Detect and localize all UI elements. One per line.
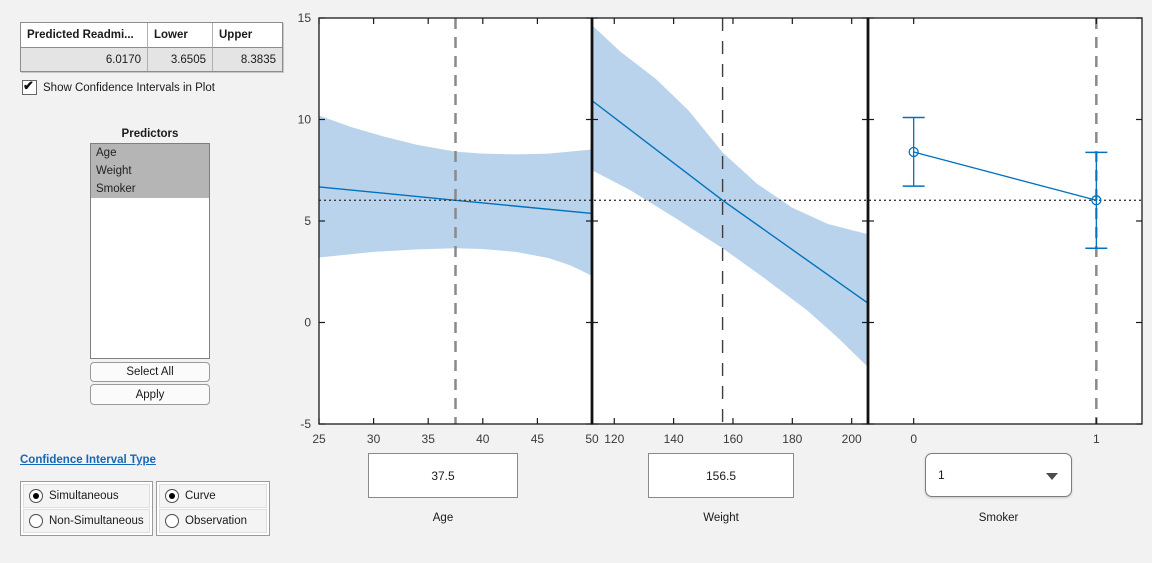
x-tick-label: 45 [531, 432, 545, 446]
x-tick-label: 50 [585, 432, 599, 446]
show-ci-label: Show Confidence Intervals in Plot [43, 81, 215, 94]
x-tick-label: 120 [604, 432, 624, 446]
radio-simultaneous[interactable]: Simultaneous [23, 484, 150, 508]
fit-line [591, 100, 869, 304]
age-edit-field[interactable] [368, 453, 518, 498]
x-tick-label: 35 [422, 432, 436, 446]
data-point-marker [908, 146, 919, 158]
upper-value: 8.3835 [213, 48, 282, 71]
col-header-predicted: Predicted Readmi... [21, 23, 148, 48]
radio-icon [165, 489, 179, 503]
select-all-button[interactable]: Select All [90, 362, 210, 382]
confidence-interval-type-link[interactable]: Confidence Interval Type [20, 454, 156, 466]
x-tick-label: 40 [476, 432, 490, 446]
data-point-marker [1091, 195, 1102, 206]
radio-curve[interactable]: Curve [159, 484, 267, 508]
confidence-band [592, 25, 868, 368]
y-tick-label: 5 [304, 214, 311, 228]
smoker-dropdown-value: 1 [938, 468, 945, 482]
show-ci-checkbox[interactable]: ✔ [22, 78, 37, 95]
list-item-age[interactable]: Age [91, 144, 209, 162]
check-icon: ✔ [23, 78, 34, 93]
x-tick-label: 30 [367, 432, 381, 446]
radio-observation[interactable]: Observation [159, 509, 267, 533]
prediction-table: Predicted Readmi... Lower Upper 6.0170 3… [20, 22, 283, 72]
radio-non-simultaneous[interactable]: Non-Simultaneous [23, 509, 150, 533]
x-tick-label: 1 [1093, 432, 1100, 446]
x-tick-label: 0 [910, 432, 917, 446]
col-header-upper: Upper [213, 23, 282, 48]
y-tick-label: 10 [298, 113, 312, 127]
weight-control-label: Weight [703, 512, 739, 524]
apply-button[interactable]: Apply [90, 384, 210, 405]
lower-value: 3.6505 [148, 48, 213, 71]
radio-icon [29, 489, 43, 503]
fit-line [913, 151, 1097, 201]
x-tick-label: 160 [723, 432, 743, 446]
x-tick-label: 25 [312, 432, 326, 446]
x-tick-label: 200 [842, 432, 862, 446]
y-tick-label: 15 [298, 11, 312, 25]
age-control-label: Age [432, 512, 454, 524]
radio-icon [165, 514, 179, 528]
prediction-slice-plot[interactable]: 25 30 35 40 45 50 -5 0 5 10 15 120 140 160 180 200 0 1 [0, 0, 1152, 450]
smoker-dropdown[interactable]: 1 [925, 453, 1072, 497]
predictors-title: Predictors [121, 128, 179, 140]
list-item-smoker[interactable]: Smoker [91, 180, 209, 198]
y-tick-label: -5 [300, 417, 311, 431]
predicted-value: 6.0170 [21, 48, 148, 71]
chevron-down-icon [1046, 473, 1058, 480]
weight-edit-field[interactable] [648, 453, 794, 498]
smoker-control-label: Smoker [978, 512, 1019, 524]
radio-icon [29, 514, 43, 528]
bound-type-radio-group: Curve Observation [156, 481, 270, 536]
list-item-weight[interactable]: Weight [91, 162, 209, 180]
x-tick-label: 140 [664, 432, 684, 446]
x-tick-label: 180 [782, 432, 802, 446]
y-tick-label: 0 [304, 316, 311, 330]
simultaneity-radio-group: Simultaneous Non-Simultaneous [20, 481, 153, 536]
col-header-lower: Lower [148, 23, 213, 48]
show-ci-row: ✔ Show Confidence Intervals in Plot [22, 78, 215, 95]
panel-smoker [868, 18, 1142, 424]
predictors-listbox[interactable]: Age Weight Smoker [90, 143, 210, 359]
